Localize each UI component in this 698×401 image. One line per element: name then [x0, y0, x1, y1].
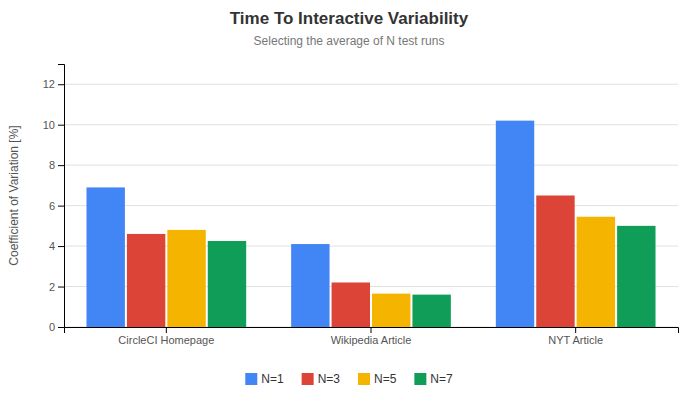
bar	[291, 244, 329, 327]
grid-line	[64, 84, 678, 85]
bar	[536, 196, 574, 328]
x-tick-label: Wikipedia Article	[331, 334, 412, 346]
bar	[412, 295, 450, 327]
title: Time To Interactive Variability	[230, 9, 469, 28]
legend-label: N=5	[374, 372, 397, 386]
x-tick: CircleCI Homepage	[118, 327, 214, 346]
legend-item: N=1	[245, 372, 284, 386]
x-tick: NYT Article	[548, 327, 603, 346]
series	[208, 226, 656, 327]
series	[167, 217, 615, 327]
bar	[496, 121, 534, 327]
grid-line	[64, 165, 678, 166]
y-tick-mark	[58, 165, 64, 166]
legend-label: N=7	[430, 372, 453, 386]
y-tick-label: 10	[43, 119, 55, 131]
bar	[167, 230, 205, 327]
x-tick-mark	[371, 327, 372, 333]
legend-item: N=3	[302, 372, 341, 386]
grid-line	[64, 124, 678, 125]
series	[127, 196, 575, 328]
y-tick: 2	[49, 281, 64, 293]
legend-swatch	[245, 373, 257, 385]
x-tick: Wikipedia Article	[331, 327, 412, 346]
y-tick: 4	[49, 240, 64, 252]
y-tick: 10	[43, 119, 64, 131]
chart-container: Time To Interactive Variability Selecting…	[0, 0, 698, 401]
legend-item: N=7	[414, 372, 453, 386]
y-tick-label: 0	[49, 321, 55, 333]
x-tick-mark	[575, 327, 576, 333]
legend-label: N=1	[261, 372, 284, 386]
legend-label: N=3	[318, 372, 341, 386]
x-tick-label: CircleCI Homepage	[118, 334, 214, 346]
bar	[127, 234, 165, 327]
x-axis-line	[65, 328, 679, 334]
y-axis-title: Coefficient of Variation [%]	[7, 125, 21, 265]
x-tick-mark	[166, 327, 167, 333]
y-tick-mark	[58, 287, 64, 288]
bar	[577, 217, 615, 327]
bar	[86, 187, 124, 327]
legend-swatch	[302, 373, 314, 385]
y-tick-mark	[58, 125, 64, 126]
x-tick-label: NYT Article	[548, 334, 603, 346]
y-tick: 6	[49, 200, 64, 212]
y-tick-label: 2	[49, 281, 55, 293]
bar	[208, 241, 246, 327]
bars	[86, 121, 655, 327]
subtitle: Selecting the average of N test runs	[254, 34, 445, 48]
legend-swatch	[414, 373, 426, 385]
bar	[332, 282, 370, 327]
y-tick-mark	[58, 246, 64, 247]
y-axis: 0 2 4 6 8 10 12	[43, 65, 65, 334]
y-tick-mark	[58, 206, 64, 207]
y-tick-label: 8	[49, 159, 55, 171]
bar	[372, 294, 410, 327]
bar	[617, 226, 655, 327]
chart-svg: Time To Interactive Variability Selecting…	[0, 0, 698, 401]
y-tick: 0	[49, 321, 64, 333]
y-tick: 8	[49, 159, 64, 171]
y-tick-mark	[58, 327, 64, 328]
x-axis: CircleCI Homepage Wikipedia Article NYT Ar…	[65, 327, 679, 346]
legend: N=1 N=3 N=5 N=7	[245, 372, 453, 386]
y-tick-label: 4	[49, 240, 55, 252]
grid-line	[64, 205, 678, 206]
legend-swatch	[358, 373, 370, 385]
y-tick: 12	[43, 78, 64, 90]
y-tick-label: 6	[49, 200, 55, 212]
y-tick-mark	[58, 84, 64, 85]
legend-item: N=5	[358, 372, 397, 386]
series	[86, 121, 534, 327]
y-axis-line	[58, 65, 65, 328]
grid	[64, 84, 678, 327]
y-tick-label: 12	[43, 78, 55, 90]
